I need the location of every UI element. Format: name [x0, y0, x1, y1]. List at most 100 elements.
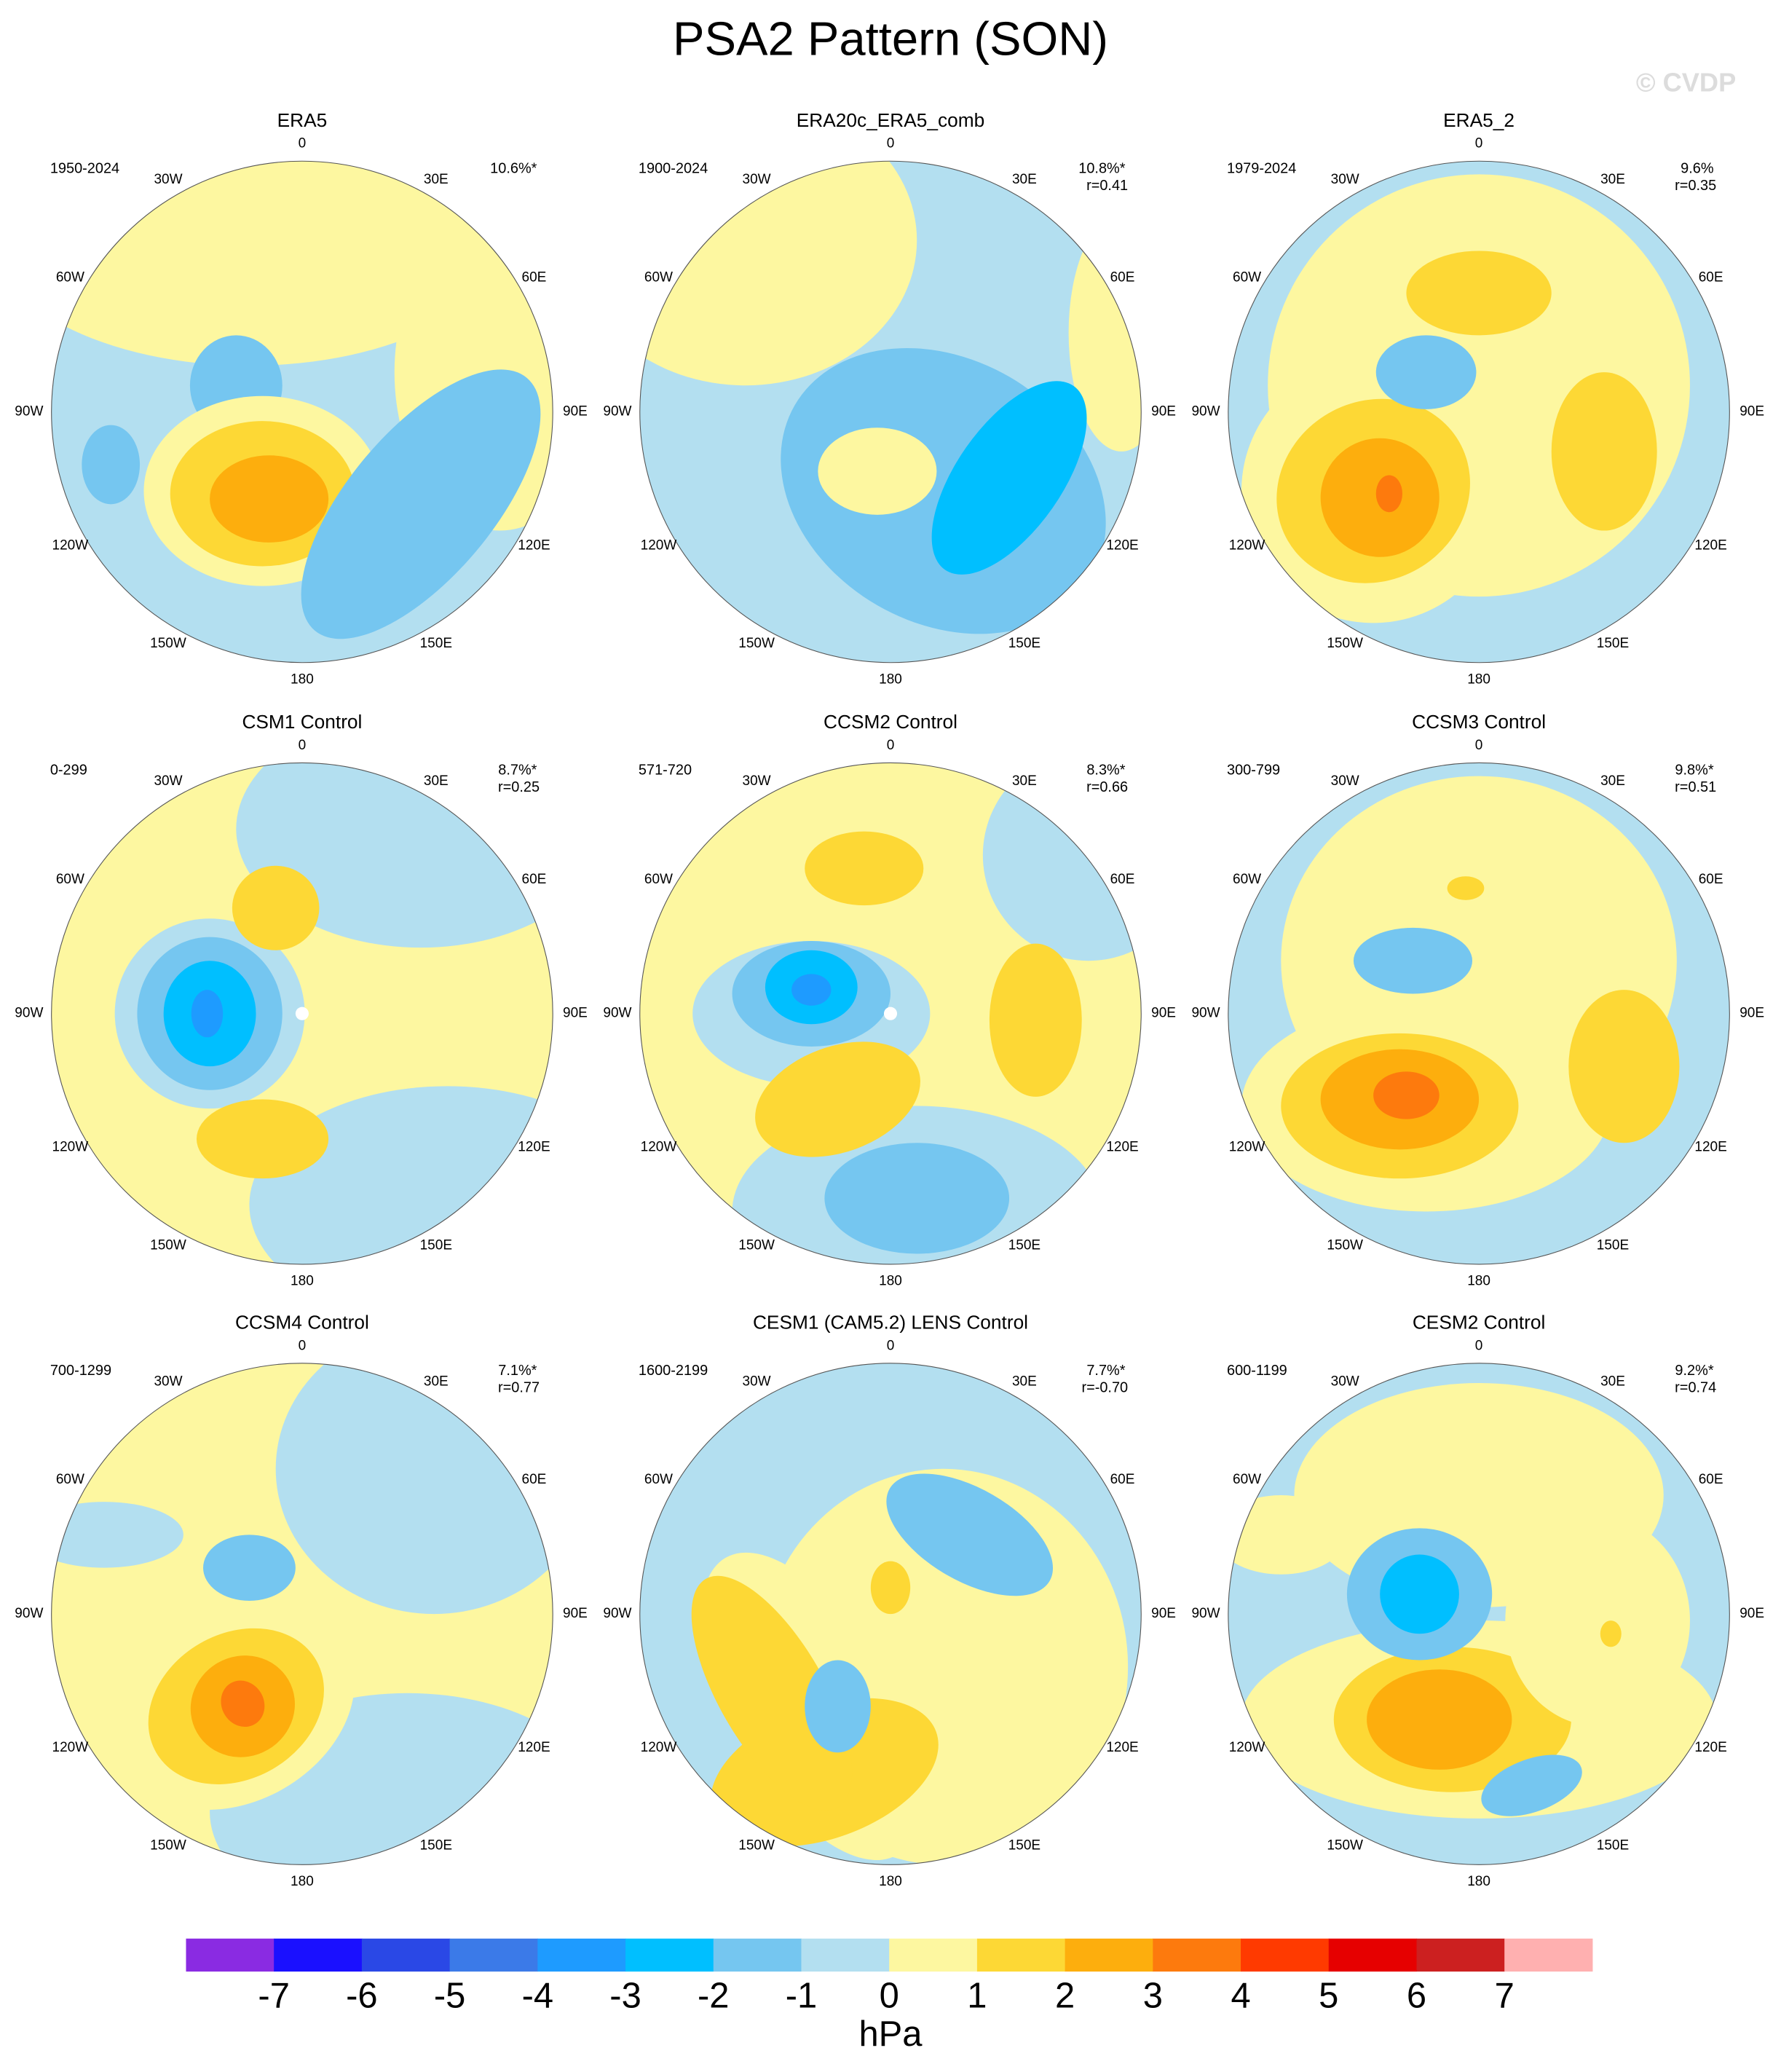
contour-region — [196, 1099, 329, 1179]
colorbar-label: -5 — [434, 1976, 466, 2015]
longitude-label: 150E — [1597, 1237, 1629, 1253]
longitude-label: 90W — [1191, 404, 1220, 419]
colorbar-label: -6 — [346, 1976, 377, 2015]
longitude-label: 150E — [1008, 1838, 1040, 1854]
longitude-label: 30E — [1012, 172, 1037, 187]
contour-region — [755, 1041, 920, 1157]
panel-title: CESM2 Control — [1413, 1311, 1545, 1333]
longitude-label: 180 — [1467, 1274, 1490, 1289]
colorbar-label: 0 — [880, 1976, 899, 2015]
longitude-label: 30E — [424, 773, 449, 789]
contour-region — [1447, 876, 1485, 900]
period: 1600-2199 — [639, 1363, 708, 1379]
longitude-label: 30W — [1331, 1374, 1359, 1390]
longitude-label: 90E — [1151, 404, 1176, 419]
contour-region — [1353, 927, 1473, 994]
longitude-label: 120W — [52, 537, 89, 553]
contour-region — [1551, 372, 1657, 531]
longitude-label: 30E — [424, 172, 449, 187]
pct-variance: 8.3%* — [1086, 763, 1125, 779]
longitude-label: 90W — [15, 404, 43, 419]
contour-region — [1375, 475, 1402, 513]
colorbar-box — [1328, 1938, 1418, 1972]
map-border — [51, 762, 553, 1265]
period: 1979-2024 — [1227, 160, 1296, 176]
panel-title: CSM1 Control — [242, 711, 362, 733]
longitude-label: 60W — [56, 1472, 84, 1487]
longitude-label: 30W — [154, 172, 182, 187]
longitude-label: 0 — [887, 136, 895, 151]
colorbar-box — [274, 1938, 363, 1972]
contour-region — [883, 1007, 898, 1020]
longitude-label: 60E — [1110, 1472, 1135, 1487]
longitude-label: 180 — [291, 671, 314, 687]
contour-region — [691, 1575, 853, 1811]
contour-region — [989, 943, 1082, 1097]
longitude-label: 120W — [52, 1140, 89, 1155]
map-border — [1228, 160, 1730, 663]
colorbar-box — [186, 1938, 275, 1972]
colorbar-box — [1416, 1938, 1505, 1972]
colorbar-label: -4 — [522, 1976, 554, 2015]
longitude-label: 0 — [1475, 1338, 1483, 1353]
contour-region — [1367, 1669, 1512, 1770]
period: 1900-2024 — [639, 160, 708, 176]
longitude-label: 30W — [154, 773, 182, 789]
longitude-label: 150W — [738, 1838, 775, 1854]
longitude-label: 150E — [420, 636, 452, 651]
longitude-label: 60W — [56, 270, 84, 285]
longitude-label: 120W — [1229, 537, 1265, 553]
panel-title: CCSM3 Control — [1412, 711, 1546, 733]
colorbar-label: -7 — [258, 1976, 290, 2015]
colorbar-label: 6 — [1407, 1976, 1426, 2015]
period: 571-720 — [639, 763, 692, 779]
map-border — [51, 1363, 553, 1865]
pct-variance: 10.6%* — [490, 160, 537, 176]
longitude-label: 30E — [1600, 1374, 1625, 1390]
map-panel — [51, 763, 553, 1264]
contour-region — [1481, 1754, 1582, 1816]
figure-title: PSA2 Pattern (SON) — [673, 12, 1108, 65]
contour-region — [275, 1363, 553, 1615]
panel-title: CCSM4 Control — [235, 1311, 369, 1333]
contour-region — [1228, 1495, 1347, 1575]
colorbar-label: 4 — [1231, 1976, 1250, 2015]
longitude-label: 120W — [1229, 1140, 1265, 1155]
longitude-label: 120W — [1229, 1740, 1265, 1755]
panel-title: CESM1 (CAM5.2) LENS Control — [753, 1311, 1028, 1333]
longitude-label: 60E — [522, 872, 547, 887]
longitude-label: 90W — [603, 404, 631, 419]
contour-region — [51, 1502, 183, 1568]
longitude-label: 120E — [1694, 537, 1726, 553]
map-panel — [1228, 1363, 1730, 1865]
longitude-label: 60W — [644, 872, 673, 887]
longitude-label: 150W — [1327, 636, 1363, 651]
longitude-label: 90W — [15, 1006, 43, 1021]
map-panel — [639, 161, 1142, 663]
longitude-label: 30W — [1331, 773, 1359, 789]
contour-region — [191, 990, 224, 1038]
longitude-label: 30W — [743, 1374, 771, 1390]
map-panel — [51, 1363, 553, 1865]
colorbar-box — [801, 1938, 890, 1972]
map-border — [1228, 1363, 1730, 1865]
longitude-label: 60E — [1699, 872, 1723, 887]
contour-region — [1068, 213, 1142, 452]
period: 700-1299 — [50, 1363, 111, 1379]
longitude-label: 60W — [644, 1472, 673, 1487]
longitude-label: 150W — [150, 1237, 186, 1253]
contour-region — [221, 1680, 265, 1728]
contour-region — [886, 1473, 1054, 1596]
longitude-label: 60E — [1699, 1472, 1723, 1487]
longitude-label: 120E — [1694, 1740, 1726, 1755]
longitude-label: 120E — [518, 1140, 550, 1155]
longitude-label: 0 — [1475, 738, 1483, 753]
colorbar-label: -1 — [786, 1976, 818, 2015]
correlation: r=0.74 — [1675, 1380, 1716, 1396]
colorbar-box — [1504, 1938, 1593, 1972]
contour-region — [639, 161, 917, 386]
longitude-label: 30W — [743, 773, 771, 789]
contour-region — [203, 1535, 296, 1601]
panel-title: CCSM2 Control — [824, 711, 957, 733]
